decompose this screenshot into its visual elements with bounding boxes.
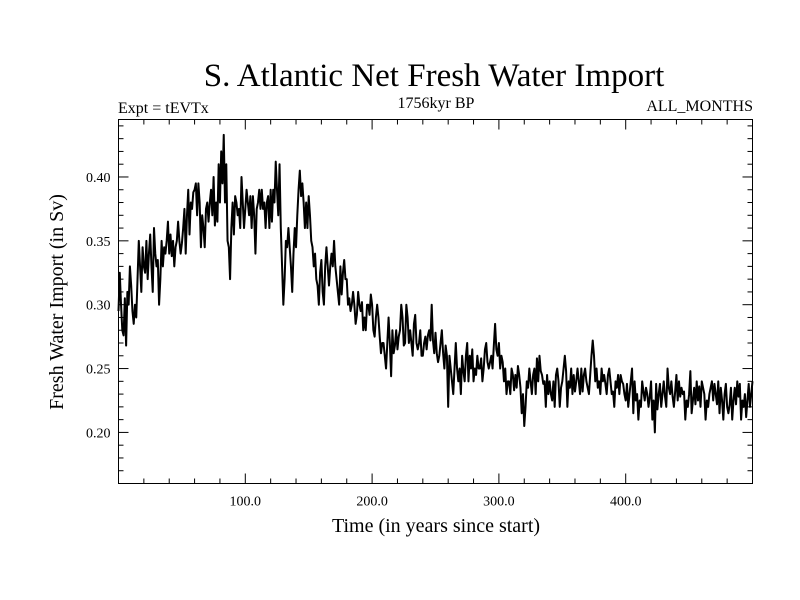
- x-tick-label: 300.0: [483, 495, 515, 510]
- x-tick-label: 100.0: [230, 495, 262, 510]
- experiment-label: Expt = tEVTx: [118, 100, 209, 117]
- y-tick-label: 0.20: [86, 426, 111, 441]
- axis-ticks: [118, 119, 753, 484]
- plot-frame: [118, 119, 753, 484]
- series-group: [117, 133, 754, 434]
- x-tick-label: 200.0: [356, 495, 388, 510]
- x-tick-label: 400.0: [610, 495, 642, 510]
- chart-title: S. Atlantic Net Fresh Water Import: [204, 58, 665, 94]
- y-tick-label: 0.35: [86, 235, 111, 250]
- time-period-label: 1756kyr BP: [398, 95, 475, 112]
- months-label: ALL_MONTHS: [646, 98, 753, 115]
- y-axis-label: Fresh Water Import (in Sv): [46, 194, 68, 410]
- series-line-0: [117, 133, 754, 434]
- y-tick-label: 0.25: [86, 363, 111, 378]
- x-axis-label: Time (in years since start): [332, 515, 540, 537]
- y-tick-label: 0.40: [86, 171, 111, 186]
- axis-tick-labels: 100.0 200.0 300.0 400.0 0.20 0.25 0.30 0.35 0.40: [86, 171, 641, 510]
- y-tick-label: 0.30: [86, 299, 111, 314]
